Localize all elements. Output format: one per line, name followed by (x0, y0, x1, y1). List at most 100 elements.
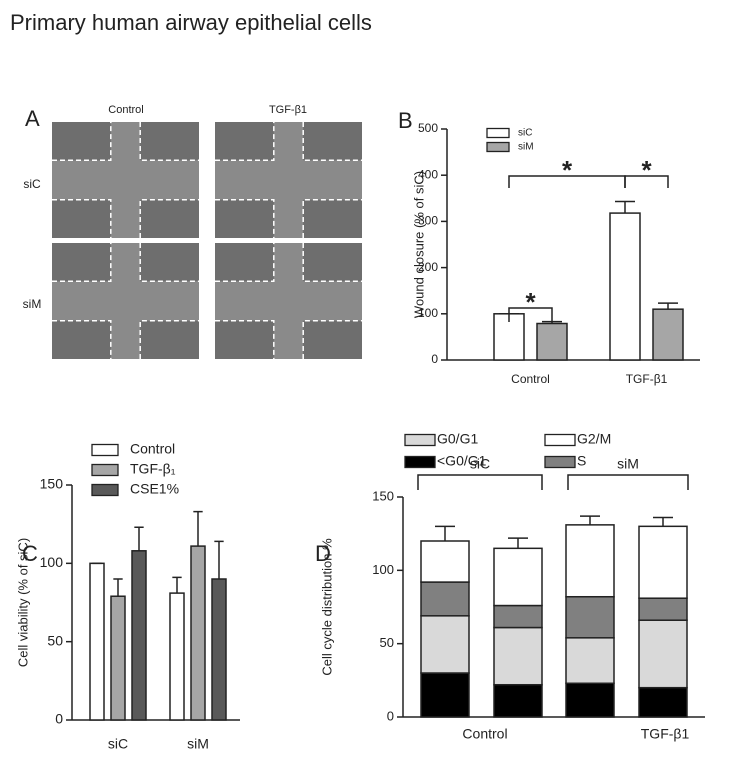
legend-swatch (404, 433, 436, 447)
legend-label: TGF-β₁ (130, 461, 176, 477)
bar-segment (420, 615, 470, 674)
bar (652, 308, 684, 361)
bar (89, 562, 105, 721)
bar (536, 322, 568, 361)
bar-segment (638, 686, 688, 718)
significance-bracket (508, 307, 553, 322)
wound-gap (110, 122, 141, 238)
legend-label: G0/G1 (437, 431, 478, 447)
y-tick-label: 50 (47, 632, 63, 648)
y-tick-label: 150 (40, 476, 64, 492)
row-label: siC (23, 177, 41, 191)
bar-segment (420, 672, 470, 718)
bar-segment (420, 581, 470, 617)
wound-gap (273, 122, 304, 238)
legend-label: S (577, 453, 586, 469)
x-tick-label: Control (462, 726, 507, 742)
bar-segment (565, 682, 615, 718)
row-label: siM (23, 297, 42, 311)
x-tick-label: siM (187, 736, 209, 752)
legend-swatch (486, 127, 510, 139)
bar-segment (565, 524, 615, 598)
wound-gap (110, 243, 141, 359)
wound-edge (52, 122, 199, 238)
bar (211, 578, 227, 721)
bar-segment (493, 683, 543, 718)
bar-segment (565, 595, 615, 639)
bar-segment (493, 547, 543, 607)
wound-edge (215, 122, 362, 238)
y-axis-label: Cell cycle distribution % (319, 538, 334, 676)
legend-swatch (404, 455, 436, 469)
column-label: Control (108, 104, 143, 116)
y-tick-label: 0 (387, 708, 394, 723)
legend-swatch (486, 141, 510, 153)
wound-edge (215, 243, 362, 359)
error-bar (653, 516, 673, 527)
figure-title: Primary human airway epithelial cells (10, 10, 372, 35)
y-tick-label: 0 (431, 352, 438, 366)
y-tick-label: 100 (372, 562, 394, 577)
legend-label: siC (518, 128, 532, 139)
y-tick-label: 300 (418, 214, 438, 228)
wound-gap (273, 243, 304, 359)
x-tick-label: TGF-β1 (641, 726, 690, 742)
bar (131, 550, 147, 721)
y-tick-label: 400 (418, 167, 438, 181)
micrographs (52, 122, 362, 359)
y-tick-label: 500 (418, 121, 438, 135)
panel-a: A Control TGF-β1 siC siM (23, 104, 362, 359)
legend-swatch (544, 455, 576, 469)
bar (190, 545, 206, 721)
panel-label: C (22, 541, 38, 566)
y-tick-label: 0 (55, 711, 63, 727)
bar (110, 595, 126, 721)
bar-segment (493, 626, 543, 686)
legend-label: CSE1% (130, 481, 179, 497)
group-bracket (417, 474, 543, 490)
y-tick-label: 150 (372, 488, 394, 503)
error-bar (113, 578, 123, 597)
column-label: TGF-β1 (269, 104, 307, 116)
error-bar (134, 526, 144, 551)
bar-segment (565, 637, 615, 685)
error-bar (172, 576, 182, 594)
group-bracket (567, 474, 689, 490)
legend-label: G2/M (577, 431, 611, 447)
significance-star: * (525, 287, 536, 317)
bar-segment (638, 619, 688, 689)
y-tick-label: 100 (40, 554, 64, 570)
panel-label: B (398, 108, 413, 133)
bar (609, 212, 641, 361)
error-bar (615, 200, 635, 214)
significance-star: * (562, 155, 573, 185)
legend-label: siM (518, 142, 534, 153)
bar-segment (638, 525, 688, 599)
bar-segment (638, 597, 688, 621)
error-bar (214, 540, 224, 579)
bar-segment (420, 540, 470, 583)
panel-label: D (315, 541, 331, 566)
x-tick-label: TGF-β1 (626, 372, 668, 386)
group-label: siM (617, 456, 639, 472)
error-bar (658, 302, 678, 310)
legend-swatch (544, 433, 576, 447)
error-bar (508, 537, 528, 549)
x-tick-label: siC (108, 736, 128, 752)
y-tick-label: 100 (418, 306, 438, 320)
x-tick-label: Control (511, 372, 550, 386)
bar (169, 592, 185, 721)
panel-label: A (25, 106, 40, 131)
legend-swatch (91, 443, 119, 457)
y-tick-label: 200 (418, 260, 438, 274)
bar-segment (493, 604, 543, 629)
error-bar (435, 525, 455, 541)
error-bar (580, 515, 600, 525)
y-tick-label: 50 (380, 635, 394, 650)
legend-label: <G0/G1 (437, 453, 487, 469)
wound-edge (52, 243, 199, 359)
y-axis-label: Wound closure (% of siC) (411, 171, 426, 318)
group-label: siC (470, 456, 490, 472)
significance-star: * (641, 155, 652, 185)
